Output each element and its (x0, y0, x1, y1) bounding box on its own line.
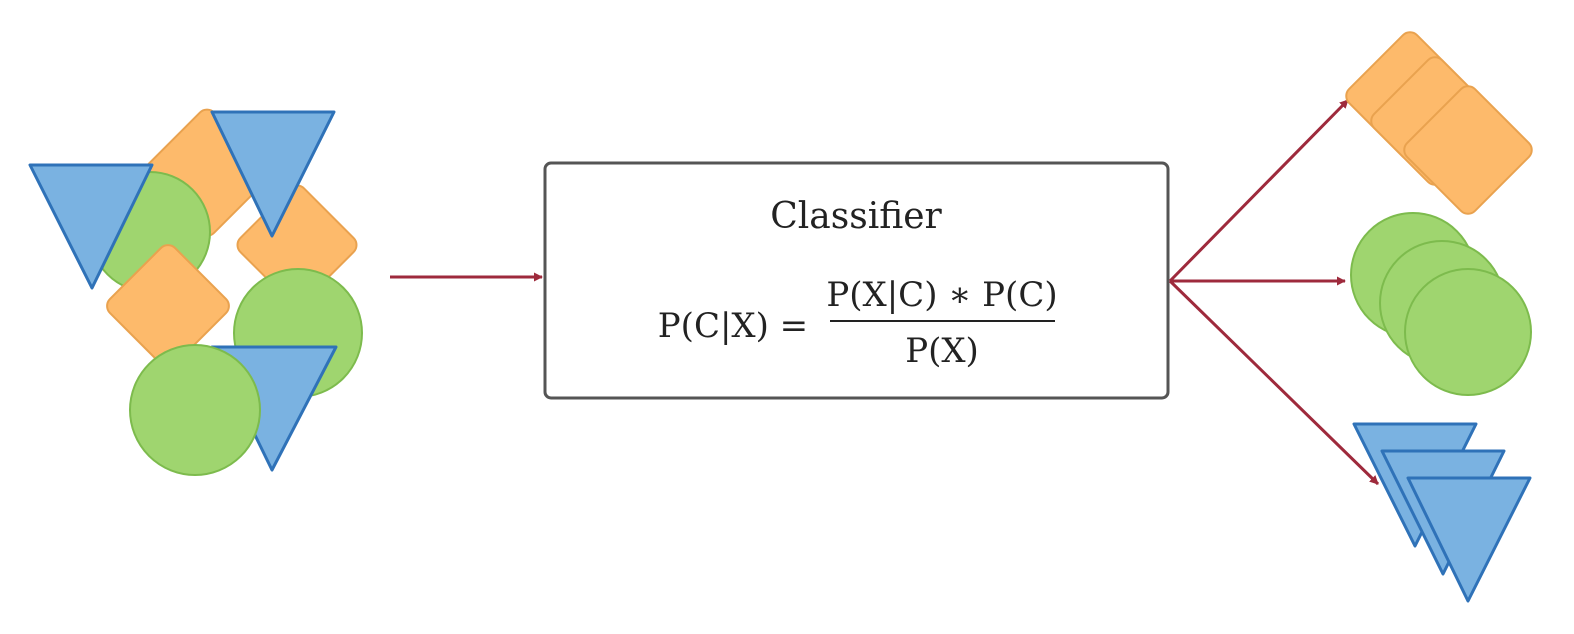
input-triangle-1 (28, 163, 154, 290)
output-triangle-3 (1406, 476, 1532, 603)
output-arrows (1168, 98, 1380, 486)
output-circle-3 (1404, 268, 1532, 396)
classifier-box-border (543, 161, 1170, 400)
output-class-triangles (1352, 422, 1532, 603)
input-circle-3 (129, 344, 261, 476)
input-shape-cluster (28, 108, 363, 476)
input-square-3 (106, 244, 230, 368)
formula-lhs: P(C|X) = (658, 306, 808, 346)
classifier-box: Classifier P(C|X) = P(X|C) ∗ P(C) P(X) (543, 161, 1170, 400)
classifier-title: Classifier (770, 196, 942, 237)
input-triangle-2 (210, 110, 336, 238)
output-class-squares (1345, 31, 1533, 215)
formula-numerator: P(X|C) ∗ P(C) (826, 275, 1057, 315)
formula-denominator: P(X) (905, 331, 979, 371)
output-arrow-squares (1168, 98, 1350, 283)
output-square-3 (1403, 85, 1533, 215)
output-class-circles (1350, 212, 1532, 396)
output-arrow-triangles (1168, 279, 1380, 486)
